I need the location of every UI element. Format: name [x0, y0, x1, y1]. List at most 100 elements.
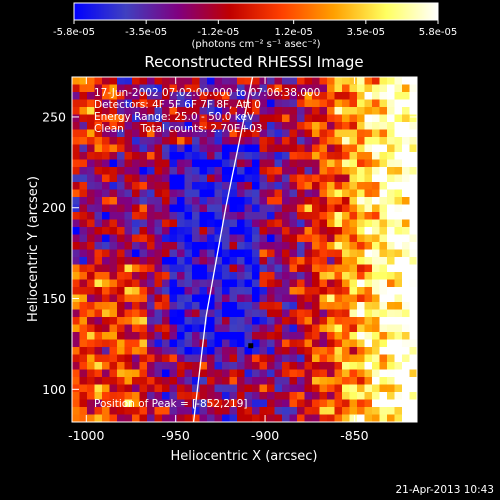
heatmap-cell	[169, 377, 178, 386]
heatmap-cell	[147, 107, 156, 116]
heatmap-cell	[94, 347, 103, 356]
heatmap-cell	[364, 167, 373, 176]
heatmap-cell	[372, 129, 381, 138]
heatmap-cell	[357, 234, 366, 243]
heatmap-cell	[357, 99, 366, 108]
heatmap-cell	[162, 167, 171, 176]
heatmap-cell	[267, 377, 276, 386]
heatmap-cell	[312, 219, 321, 228]
heatmap-cell	[109, 287, 118, 296]
heatmap-cell	[244, 302, 253, 311]
heatmap-cell	[222, 279, 231, 288]
heatmap-cell	[387, 212, 396, 221]
heatmap-cell	[139, 377, 148, 386]
heatmap-cell	[102, 294, 111, 303]
heatmap-cell	[334, 77, 343, 86]
heatmap-cell	[222, 287, 231, 296]
heatmap-cell	[394, 317, 403, 326]
heatmap-cell	[184, 242, 193, 251]
heatmap-cell	[94, 152, 103, 161]
heatmap-cell	[274, 189, 283, 198]
heatmap-cell	[312, 189, 321, 198]
heatmap-cell	[87, 264, 96, 273]
heatmap-cell	[222, 249, 231, 258]
heatmap-cell	[282, 167, 291, 176]
heatmap-cell	[274, 84, 283, 93]
heatmap-cell	[199, 182, 208, 191]
heatmap-cell	[229, 249, 238, 258]
heatmap-cell	[289, 317, 298, 326]
heatmap-cell	[192, 354, 201, 363]
heatmap-cell	[124, 227, 133, 236]
heatmap-cell	[244, 144, 253, 153]
heatmap-cell	[192, 114, 201, 123]
heatmap-cell	[124, 279, 133, 288]
heatmap-cell	[319, 407, 328, 416]
heatmap-cell	[379, 167, 388, 176]
heatmap-cell	[162, 174, 171, 183]
heatmap-cell	[289, 182, 298, 191]
heatmap-cell	[207, 392, 216, 401]
heatmap-cell	[402, 174, 411, 183]
heatmap-cell	[259, 369, 268, 378]
heatmap-cell	[117, 249, 126, 258]
heatmap-cell	[147, 144, 156, 153]
heatmap-cell	[402, 317, 411, 326]
heatmap-cell	[132, 129, 141, 138]
heatmap-cell	[342, 324, 351, 333]
heatmap-cell	[349, 347, 358, 356]
heatmap-cell	[312, 354, 321, 363]
heatmap-cell	[87, 257, 96, 266]
heatmap-cell	[327, 302, 336, 311]
heatmap-cell	[319, 354, 328, 363]
heatmap-cell	[259, 144, 268, 153]
heatmap-cell	[327, 99, 336, 108]
heatmap-cell	[297, 362, 306, 371]
heatmap-cell	[267, 174, 276, 183]
heatmap-cell	[244, 114, 253, 123]
heatmap-cell	[207, 174, 216, 183]
heatmap-cell	[319, 114, 328, 123]
heatmap-cell	[357, 362, 366, 371]
heatmap-cell	[357, 144, 366, 153]
heatmap-cell	[214, 204, 223, 213]
colorbar-tick-label: -5.8e-05	[53, 27, 95, 38]
heatmap-cell	[327, 242, 336, 251]
colorbar-tick-label: 3.5e-05	[347, 27, 385, 38]
heatmap-cell	[214, 159, 223, 168]
heatmap-cell	[357, 212, 366, 221]
heatmap-cell	[364, 257, 373, 266]
heatmap-cell	[109, 137, 118, 146]
heatmap-cell	[222, 369, 231, 378]
heatmap-cell	[319, 99, 328, 108]
heatmap-cell	[229, 347, 238, 356]
heatmap-cell	[124, 414, 133, 422]
heatmap-cell	[169, 242, 178, 251]
heatmap-cell	[117, 392, 126, 401]
heatmap-cell	[319, 414, 328, 422]
heatmap-cell	[162, 309, 171, 318]
heatmap-cell	[214, 377, 223, 386]
heatmap-cell	[357, 377, 366, 386]
heatmap-cell	[154, 399, 163, 408]
heatmap-cell	[132, 92, 141, 101]
heatmap-cell	[72, 227, 81, 236]
heatmap-cell	[364, 287, 373, 296]
heatmap-cell	[117, 92, 126, 101]
heatmap-cell	[364, 279, 373, 288]
heatmap-cell	[237, 332, 246, 341]
heatmap-cell	[409, 144, 417, 153]
heatmap-cell	[132, 159, 141, 168]
heatmap-cell	[342, 182, 351, 191]
heatmap-cell	[364, 347, 373, 356]
heatmap-cell	[177, 324, 186, 333]
heatmap-cell	[184, 264, 193, 273]
heatmap-cell	[387, 332, 396, 341]
heatmap-cell	[72, 129, 81, 138]
heatmap-cell	[334, 107, 343, 116]
heatmap-cell	[372, 399, 381, 408]
heatmap-cell	[334, 144, 343, 153]
heatmap-cell	[207, 309, 216, 318]
heatmap-cell	[229, 219, 238, 228]
